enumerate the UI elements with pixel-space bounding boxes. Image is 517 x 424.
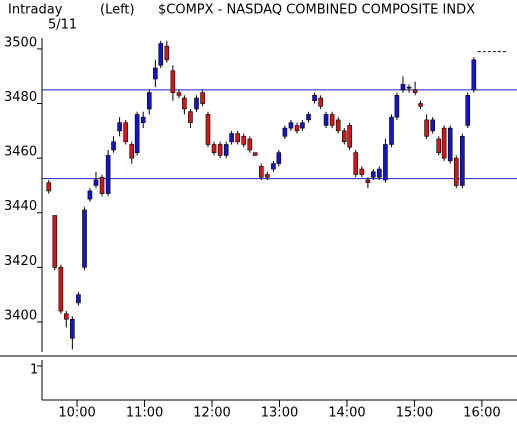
candle-body (406, 86, 412, 89)
x-tick-label: 14:00 (328, 406, 365, 421)
candle-body (471, 59, 477, 91)
x-tick-label: 13:00 (261, 406, 298, 421)
candle-body (235, 133, 240, 143)
candle-body (87, 190, 93, 200)
candle-body (453, 157, 459, 186)
y-tick-label: 3440 (4, 199, 37, 214)
candle-body (158, 43, 164, 66)
candle-body (52, 215, 58, 268)
date-label: 5/11 (48, 18, 77, 33)
lower-y-tick-label: 1 (30, 363, 38, 378)
candle-body (134, 114, 140, 153)
candle-body (164, 45, 170, 61)
candle-body (335, 119, 341, 132)
candle-body (306, 114, 311, 121)
y-tick-label: 3420 (4, 254, 37, 269)
candle-body (300, 122, 305, 129)
candle-body (258, 166, 264, 178)
y-tick-label: 3460 (4, 145, 37, 160)
candle-body (129, 144, 135, 159)
candle-body (359, 168, 365, 175)
candle-body (182, 97, 187, 110)
candle-body (441, 127, 447, 159)
candle-body (436, 138, 442, 153)
y-tick-label: 3480 (4, 90, 37, 105)
x-tick-label: 12:00 (193, 406, 230, 421)
x-tick-label: 15:00 (396, 406, 433, 421)
candle-body (383, 144, 388, 181)
candle-body (294, 125, 300, 132)
candle-body (282, 127, 288, 137)
candle-body (211, 144, 217, 153)
candle-body (93, 179, 99, 186)
x-tick-label: 16:00 (463, 406, 500, 421)
candle-body (329, 114, 335, 126)
candle-body (276, 152, 282, 164)
candle-body (430, 119, 435, 132)
candle-body (312, 95, 317, 102)
y-tick-label: 3500 (4, 35, 37, 50)
candle-body (424, 119, 429, 137)
candle-body (318, 97, 323, 107)
y-tick-label: 3400 (4, 308, 37, 323)
subtitle: Intraday (8, 3, 63, 18)
candle-body (241, 135, 247, 145)
candle-body (123, 122, 128, 143)
candle-body (82, 209, 87, 268)
candle-body (365, 179, 371, 184)
candle-body (76, 294, 81, 304)
candle-body (377, 168, 382, 178)
candle-body (105, 155, 111, 194)
candle-body (140, 116, 146, 123)
candle-body (460, 135, 465, 186)
candle-body (288, 122, 294, 129)
candle-body (70, 318, 75, 339)
candle-body (418, 103, 423, 107)
candle-body (46, 182, 52, 192)
candle-body (465, 95, 471, 126)
candle-body (271, 163, 276, 170)
candle-body (176, 92, 182, 96)
candle-body (447, 127, 453, 162)
candle-body (252, 152, 258, 156)
candle-body (217, 144, 223, 156)
candle-body (200, 92, 205, 104)
candle-body (170, 70, 176, 93)
candle-body (412, 89, 418, 93)
x-tick-label: 10:00 (58, 406, 95, 421)
candle-body (341, 130, 347, 143)
candle-body (323, 114, 329, 126)
candle-body (400, 84, 406, 91)
candle-body (247, 138, 253, 151)
x-tick-label: 11:00 (126, 406, 163, 421)
candle-body (153, 67, 158, 80)
candle-body (205, 114, 211, 145)
candle-body (194, 97, 199, 110)
candle-body (99, 176, 105, 194)
candle-body (370, 171, 376, 178)
candle-body (58, 267, 64, 312)
candle-body (394, 95, 400, 118)
candle-body (117, 122, 122, 132)
candle-body (146, 92, 152, 110)
candle-body (229, 133, 234, 143)
candle-body (223, 144, 229, 156)
candle-body (353, 152, 359, 175)
candle-body (111, 141, 116, 151)
candle-body (63, 313, 69, 320)
axis-label: (Left) (100, 3, 135, 18)
candle-body (188, 111, 193, 123)
candle-body (389, 116, 394, 145)
candle-body (347, 125, 352, 148)
candle-body (265, 174, 270, 178)
chart-title: $COMPX - NASDAQ COMBINED COMPOSITE INDX (158, 3, 475, 18)
